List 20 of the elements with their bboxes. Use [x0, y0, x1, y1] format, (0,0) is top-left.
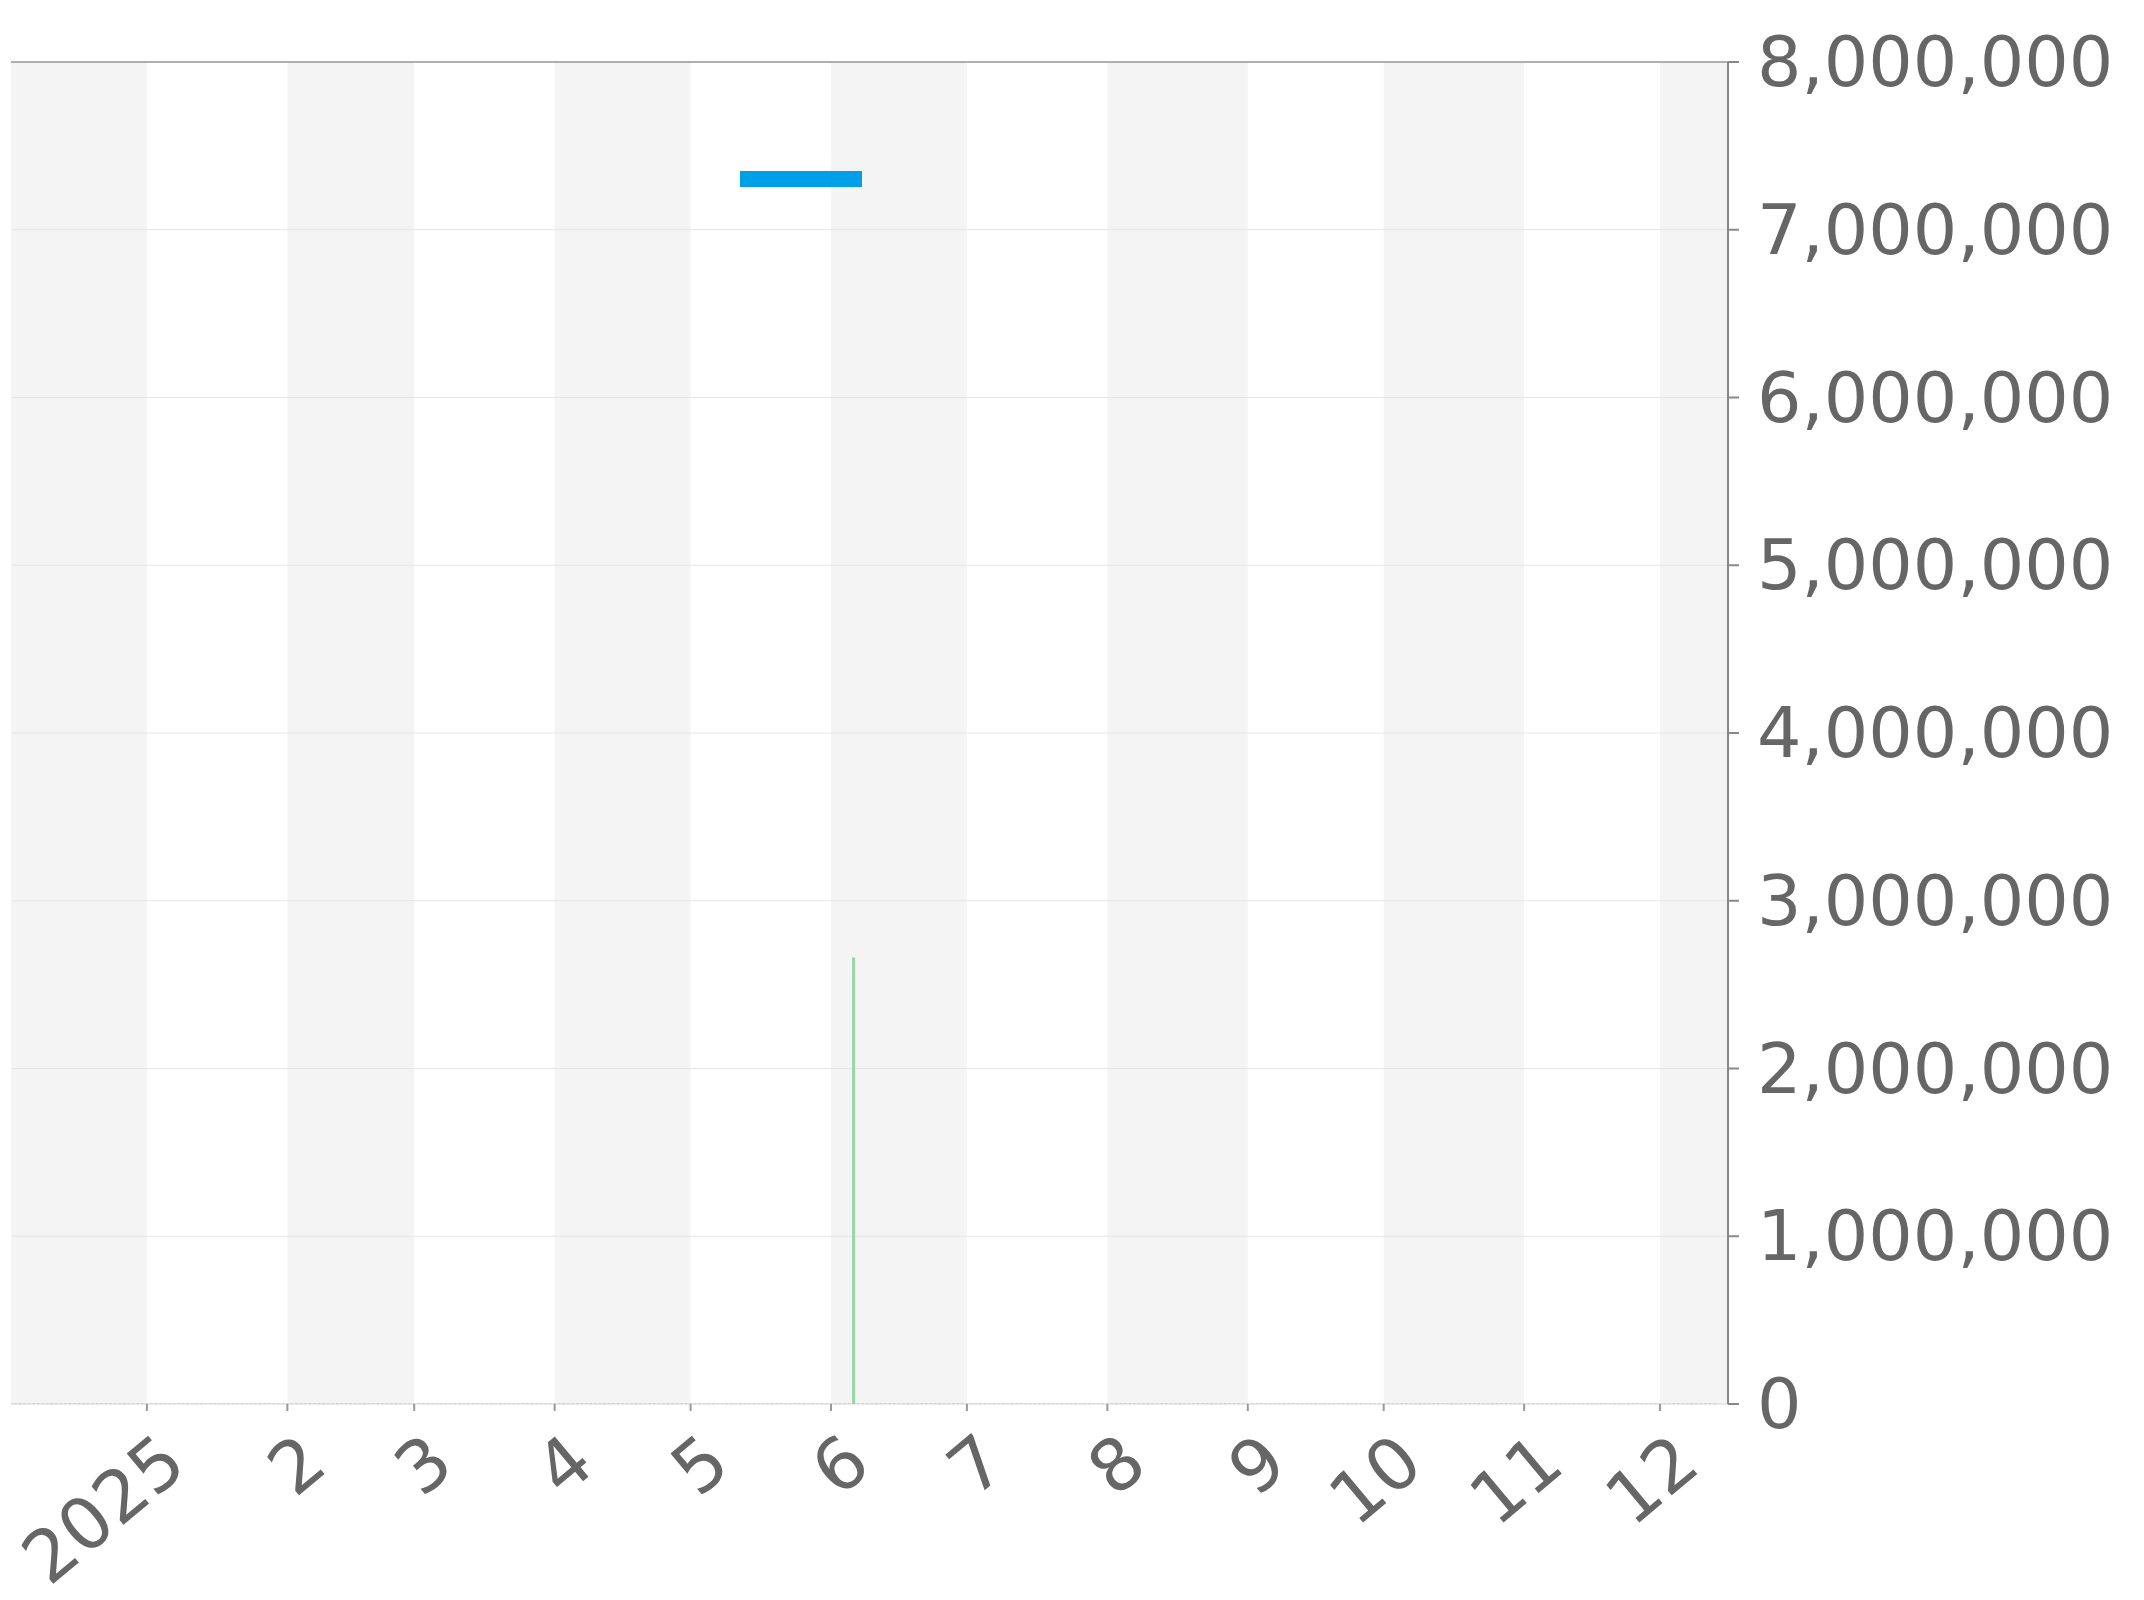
y-tick-label: 7,000,000: [1757, 188, 2114, 271]
x-tick-label: 6: [795, 1418, 885, 1512]
x-tick-label: 2: [251, 1418, 341, 1512]
x-tick-label: 9: [1212, 1418, 1302, 1512]
x-tick-label: 5: [655, 1418, 745, 1512]
y-tick-label: 8,000,000: [1757, 21, 2114, 103]
y-tick-label: 0: [1757, 1363, 1802, 1445]
y-tick-label: 1,000,000: [1757, 1195, 2114, 1278]
x-tick-label: 12: [1589, 1418, 1714, 1542]
y-tick-label: 5,000,000: [1757, 524, 2114, 607]
x-tick-label: 7: [931, 1418, 1021, 1512]
y-tick-label: 4,000,000: [1757, 692, 2114, 774]
y-tick-label: 3,000,000: [1757, 859, 2114, 942]
x-tick-label: 10: [1313, 1418, 1438, 1542]
y-tick-label: 6,000,000: [1757, 356, 2114, 439]
y-tick-label: 2,000,000: [1757, 1027, 2114, 1110]
x-tick-label: 8: [1071, 1418, 1161, 1512]
x-tick-label: 4: [519, 1418, 609, 1512]
x-tick-label: 3: [378, 1418, 468, 1512]
x-tick-label: 11: [1453, 1418, 1578, 1542]
